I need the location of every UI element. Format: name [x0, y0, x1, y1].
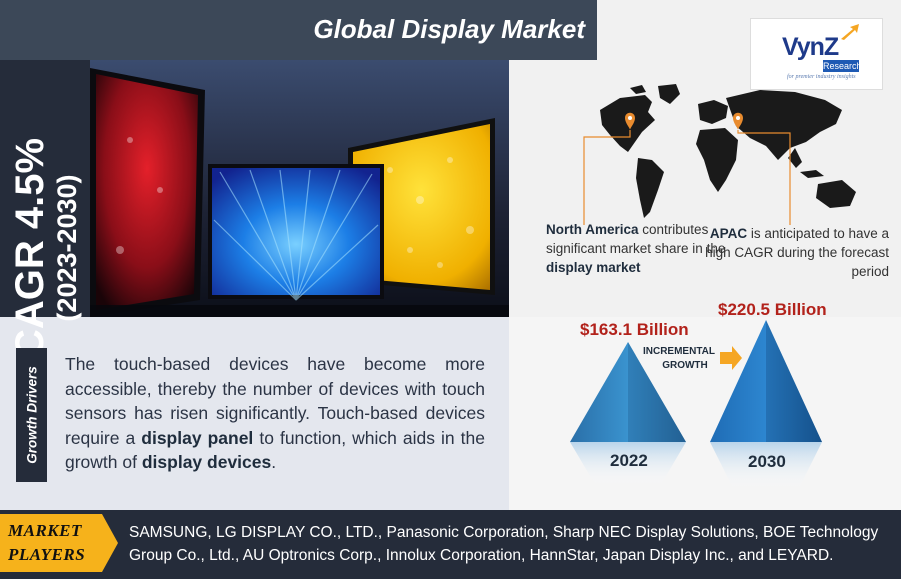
drivers-background [0, 317, 509, 510]
incremental-label: INCREMENTAL [642, 346, 716, 357]
market-players-tag: MARKET PLAYERS [0, 514, 120, 572]
market-players-bar [0, 510, 901, 579]
market-size-background [509, 317, 901, 510]
north-america-label: North America [546, 222, 639, 237]
logo-research-badge: Research [823, 60, 862, 72]
year-2022: 2022 [610, 451, 648, 470]
display-screens-image [90, 60, 509, 317]
vynz-logo: VynZ Research for premier industry insig… [750, 18, 883, 90]
growth-drivers-tab: Growth Drivers [16, 348, 47, 482]
page-title: Global Display Market [313, 14, 585, 44]
drivers-text-3: . [271, 452, 277, 472]
north-america-note: North America contributes significant ma… [546, 220, 726, 277]
value-2030: $220.5 Billion [718, 300, 827, 319]
drivers-text-1: The touch-based devices have become more… [65, 354, 485, 448]
cone-2022 [570, 342, 686, 486]
world-map [583, 84, 856, 225]
title-bar: Global Display Market [0, 0, 597, 60]
incremental-growth-label: INCREMENTAL GROWTH [638, 345, 720, 373]
arrow-right-icon [720, 346, 742, 370]
logo-arrow-icon [841, 24, 859, 40]
cagr-period: (2023-2030) [52, 174, 82, 322]
growth-drivers-text: The touch-based devices have become more… [65, 352, 485, 475]
players-label: PLAYERS [8, 545, 86, 564]
location-pin-icon [733, 112, 743, 130]
logo-wordmark: VynZ [782, 33, 839, 61]
growth-drivers-label: Growth Drivers [24, 366, 39, 464]
north-america-text: contributes significant market share in … [546, 222, 726, 256]
apac-note: APAC is anticipated to have a high CAGR … [700, 224, 889, 281]
market-players-label: MARKET PLAYERS [8, 519, 85, 567]
cagr-panel: CAGR 4.5% (2023-2030) [0, 60, 90, 358]
display-devices-label: display devices [141, 452, 272, 472]
apac-label: APAC [709, 226, 748, 241]
display-photo [90, 60, 509, 317]
display-panel-label: display panel [141, 427, 254, 448]
market-label: MARKET [8, 521, 82, 540]
year-2030: 2030 [748, 452, 786, 471]
logo-tagline: for premier industry insights [787, 74, 856, 80]
cagr-text: CAGR 4.5% (2023-2030) [8, 138, 82, 358]
display-market-label: display market [546, 260, 641, 275]
market-size-cones [570, 320, 822, 490]
cone-2030 [710, 320, 822, 490]
cagr-value: CAGR 4.5% [8, 137, 52, 359]
players-tag-shape [0, 514, 118, 572]
location-pin-icon [625, 112, 635, 130]
apac-text: is anticipated to have a high CAGR durin… [705, 226, 889, 279]
growth-label: GROWTH [662, 360, 708, 371]
market-players-list: SAMSUNG, LG DISPLAY CO., LTD., Panasonic… [129, 524, 879, 564]
drivers-text-2: to function, which aids in the growth of [65, 427, 486, 473]
value-2022: $163.1 Billion [580, 320, 689, 339]
